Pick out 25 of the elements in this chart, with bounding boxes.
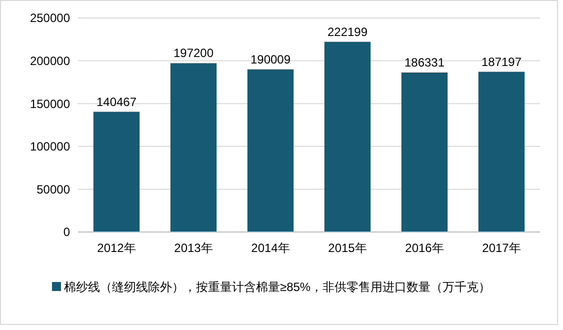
- x-tick-label: 2013年: [174, 241, 213, 255]
- data-label: 222199: [327, 24, 368, 39]
- x-tick-label: 2012年: [97, 241, 136, 255]
- bar: [93, 112, 140, 232]
- x-tick-label: 2015年: [328, 241, 367, 255]
- x-tick-label: 2017年: [482, 241, 521, 255]
- y-tick-label: 0: [63, 225, 70, 240]
- legend-label: 棉纱线（缝纫线除外），按重量计含棉量≥85%，非供零售用进口数量（万千克）: [64, 280, 491, 294]
- bar: [324, 42, 371, 232]
- y-tick-label: 50000: [36, 182, 70, 196]
- data-label: 187197: [481, 54, 522, 69]
- bar: [247, 69, 294, 232]
- bar: [401, 72, 448, 232]
- x-tick-label: 2014年: [251, 241, 290, 255]
- data-label: 186331: [404, 56, 445, 70]
- data-label: 197200: [173, 46, 214, 60]
- bar: [170, 63, 217, 232]
- bar: [478, 72, 525, 232]
- y-tick-label: 250000: [30, 11, 70, 26]
- y-tick-label: 150000: [30, 96, 70, 111]
- data-label: 190009: [250, 52, 291, 66]
- data-label: 140467: [96, 94, 137, 109]
- y-tick-label: 100000: [30, 140, 70, 154]
- x-tick-label: 2016年: [405, 241, 444, 255]
- y-tick-label: 200000: [30, 54, 70, 68]
